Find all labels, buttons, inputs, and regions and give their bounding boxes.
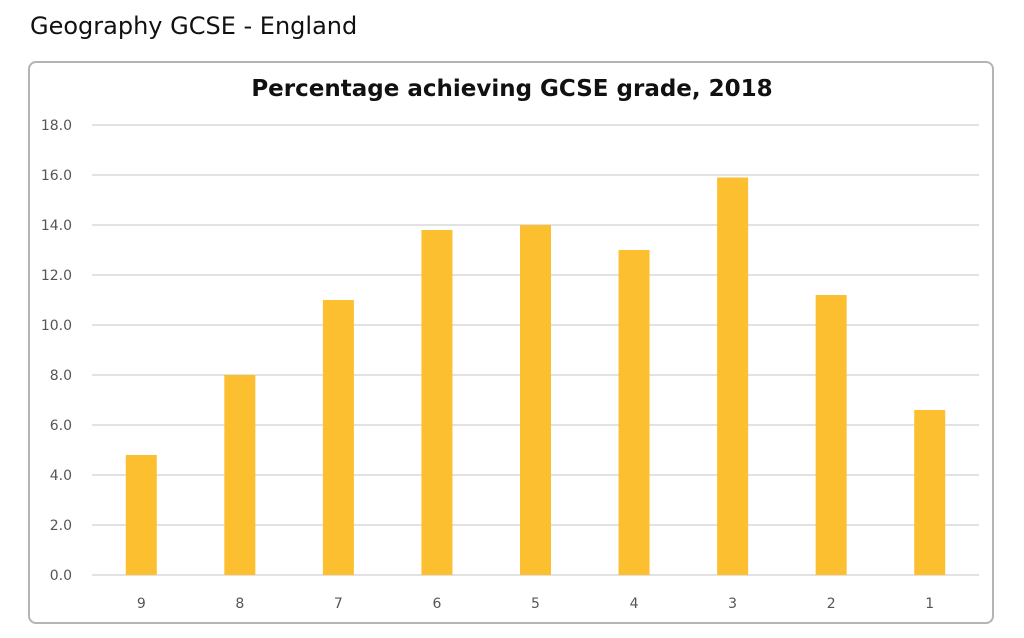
y-tick-label: 14.0	[41, 218, 72, 234]
bar-grade-1	[914, 410, 946, 575]
bar-grade-6	[421, 230, 453, 575]
x-tick-label: 6	[432, 596, 441, 612]
bar-grade-8	[224, 375, 256, 575]
bar-grade-3	[717, 177, 749, 575]
y-tick-label: 0.0	[50, 568, 72, 584]
y-tick-label: 18.0	[41, 118, 72, 134]
y-tick-label: 4.0	[50, 468, 72, 484]
x-tick-label: 4	[630, 596, 639, 612]
x-tick-label: 1	[925, 596, 934, 612]
x-tick-label: 2	[827, 596, 836, 612]
x-tick-label: 7	[334, 596, 343, 612]
page-heading: Geography GCSE - England	[30, 12, 358, 40]
bar-grade-9	[125, 455, 157, 575]
chart-card	[28, 61, 994, 624]
bar-grade-2	[815, 295, 847, 575]
bar-grade-7	[322, 300, 354, 575]
bar-grade-4	[618, 250, 650, 575]
bar-grade-5	[520, 225, 551, 575]
y-tick-label: 12.0	[41, 268, 72, 284]
y-tick-label: 2.0	[50, 518, 72, 534]
chart-title: Percentage achieving GCSE grade, 2018	[251, 76, 773, 102]
x-tick-label: 9	[137, 596, 146, 612]
y-tick-label: 16.0	[41, 168, 72, 184]
x-tick-label: 8	[235, 596, 244, 612]
y-tick-label: 6.0	[50, 418, 72, 434]
x-tick-label: 5	[531, 596, 540, 612]
y-tick-label: 10.0	[41, 318, 72, 334]
y-tick-label: 8.0	[50, 368, 72, 384]
x-tick-label: 3	[728, 596, 737, 612]
